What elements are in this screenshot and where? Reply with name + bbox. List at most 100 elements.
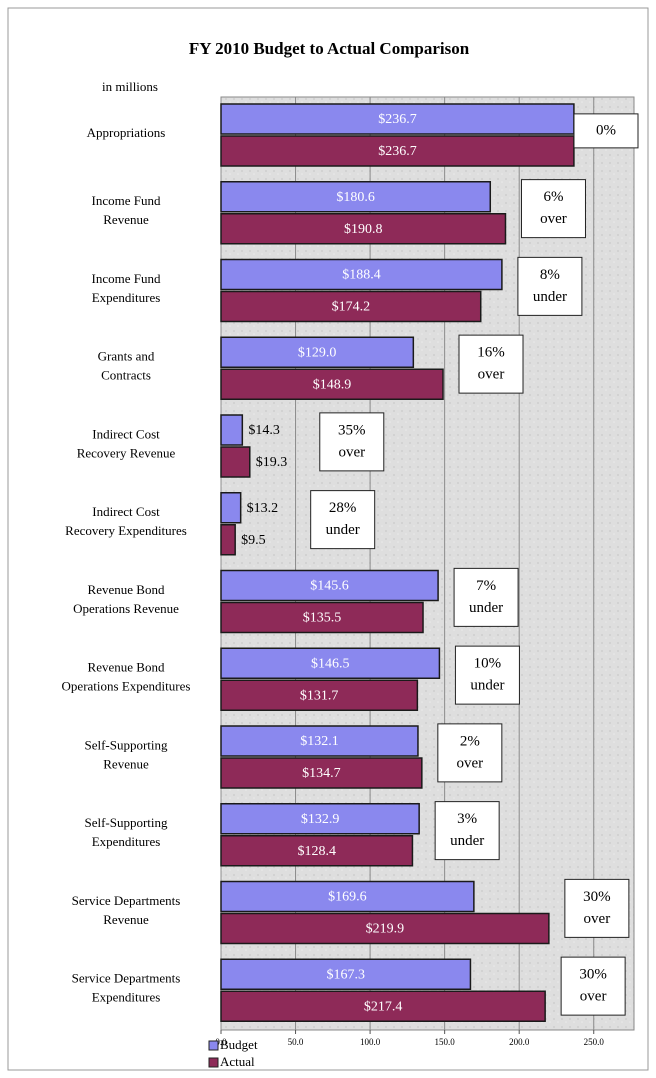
bar <box>220 336 415 368</box>
annotation-box <box>520 179 586 239</box>
y-tick-label: Revenue <box>103 912 149 927</box>
annotation: under <box>326 522 360 538</box>
y-tick-label: Self-Supporting <box>84 815 168 830</box>
y-tick-label: Income Fund <box>92 193 161 208</box>
annotation-box <box>458 334 524 394</box>
value-label: $129.0 <box>298 345 337 360</box>
bar <box>220 258 503 291</box>
bar <box>220 213 507 245</box>
value-label: $236.7 <box>378 112 417 127</box>
annotation: 16% <box>477 345 505 361</box>
y-tick-label: Indirect Cost <box>92 426 160 441</box>
value-label: $148.9 <box>313 377 352 392</box>
bar <box>220 524 236 556</box>
y-tick-label: Recovery Revenue <box>77 445 176 460</box>
y-tick-label: Revenue <box>103 212 149 227</box>
bar <box>220 569 439 602</box>
value-label: $145.6 <box>310 579 349 594</box>
x-tick-label: 250.0 <box>584 1037 605 1047</box>
bar <box>220 880 475 913</box>
y-tick-label: Service Departments <box>72 893 181 908</box>
value-label: $188.4 <box>342 268 381 283</box>
annotation-box <box>437 723 503 783</box>
plot-area <box>220 96 635 1031</box>
value-label: $128.4 <box>297 844 336 859</box>
legend-swatch <box>208 1057 219 1068</box>
value-label: $132.9 <box>301 812 340 827</box>
bar <box>220 647 441 679</box>
value-label: $174.2 <box>332 300 371 315</box>
bar <box>220 446 251 478</box>
y-tick-label: Expenditures <box>92 290 161 305</box>
bar <box>220 290 482 323</box>
bar <box>220 679 419 711</box>
bar <box>220 368 444 400</box>
x-tick-label: 150.0 <box>435 1037 456 1047</box>
y-tick-label: Revenue <box>103 756 149 771</box>
bar <box>220 601 424 634</box>
value-label: $169.6 <box>328 890 367 905</box>
annotation: 0% <box>596 122 616 138</box>
y-tick-label: Revenue Bond <box>88 582 165 597</box>
value-label: $236.7 <box>378 144 417 159</box>
y-tick-label: Operations Revenue <box>73 601 179 616</box>
y-tick-label: Grants and <box>98 349 155 364</box>
value-label: $217.4 <box>364 999 403 1014</box>
bar <box>220 912 550 945</box>
y-tick-label: Recovery Expenditures <box>65 523 187 538</box>
y-tick-label: Contracts <box>101 368 151 383</box>
annotation: over <box>478 367 505 383</box>
value-label: $135.5 <box>303 611 342 626</box>
value-label: $13.2 <box>247 501 278 516</box>
value-label: $9.5 <box>241 533 265 548</box>
y-tick-label: Income Fund <box>92 271 161 286</box>
y-tick-label: Appropriations <box>87 125 166 140</box>
annotation: 7% <box>476 578 496 594</box>
annotation: 28% <box>329 500 357 516</box>
value-label: $19.3 <box>256 455 288 470</box>
annotation-box <box>434 801 500 861</box>
value-label: $180.6 <box>336 190 375 205</box>
annotation: over <box>580 989 607 1005</box>
bar <box>220 414 244 446</box>
annotation-box <box>310 490 376 550</box>
bar <box>220 492 242 524</box>
bar <box>220 958 472 990</box>
annotation: 6% <box>543 189 563 205</box>
x-tick-label: 200.0 <box>509 1037 530 1047</box>
annotation: over <box>584 911 611 927</box>
annotation: under <box>469 600 503 616</box>
bar <box>220 835 414 867</box>
value-label: $219.9 <box>366 922 405 937</box>
annotation-box <box>573 113 639 149</box>
annotation-box <box>454 645 520 705</box>
y-tick-label: Expenditures <box>92 990 161 1005</box>
bar <box>220 803 420 835</box>
y-tick-label: Self-Supporting <box>84 737 168 752</box>
annotation: 2% <box>460 733 480 749</box>
subtitle: in millions <box>102 79 158 94</box>
legend-label: Budget <box>220 1037 258 1052</box>
bar <box>220 135 575 167</box>
bar <box>220 757 423 789</box>
annotation-box <box>564 878 630 938</box>
value-label: $14.3 <box>248 423 279 438</box>
annotation: under <box>470 678 504 694</box>
annotation: 30% <box>583 889 611 905</box>
value-label: $167.3 <box>326 967 365 982</box>
annotation: 3% <box>457 811 477 827</box>
y-tick-label: Expenditures <box>92 834 161 849</box>
y-tick-label: Operations Expenditures <box>62 679 191 694</box>
bar <box>220 725 419 757</box>
legend-label: Actual <box>220 1054 255 1069</box>
annotation-box <box>453 567 519 627</box>
y-tick-label: Revenue Bond <box>88 660 165 675</box>
legend-swatch <box>208 1040 219 1051</box>
value-label: $134.7 <box>302 766 341 781</box>
chart-title: FY 2010 Budget to Actual Comparison <box>189 39 470 58</box>
annotation: 10% <box>474 656 502 672</box>
y-tick-label: Indirect Cost <box>92 504 160 519</box>
annotation: over <box>338 444 365 460</box>
bar <box>220 181 492 213</box>
